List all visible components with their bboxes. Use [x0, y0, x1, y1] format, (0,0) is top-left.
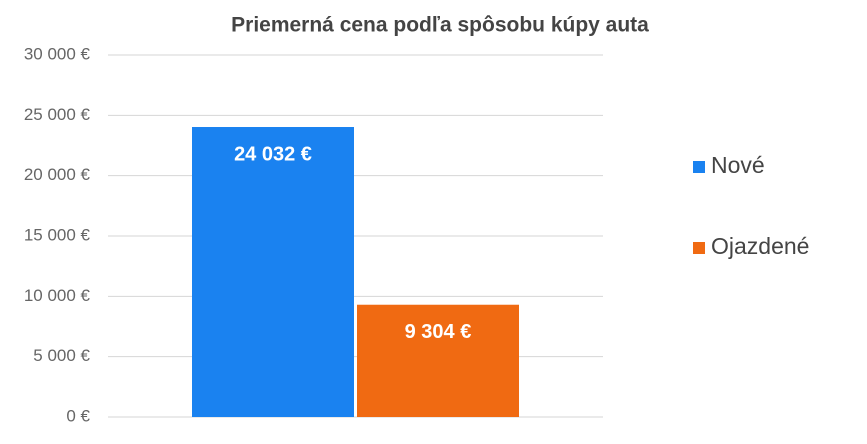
y-tick-label: 20 000 € — [24, 165, 91, 184]
y-tick-label: 10 000 € — [24, 286, 91, 305]
legend-swatch — [693, 161, 705, 173]
value-label: 9 304 € — [405, 321, 472, 343]
legend-label: Ojazdené — [711, 233, 809, 259]
y-tick-label: 0 € — [66, 406, 90, 425]
legend-label: Nové — [711, 152, 765, 178]
legend-swatch — [693, 242, 705, 254]
y-tick-label: 5 000 € — [33, 346, 90, 365]
value-label: 24 032 € — [234, 143, 312, 165]
y-tick-label: 25 000 € — [24, 105, 91, 124]
bar — [192, 127, 354, 418]
bar — [357, 304, 519, 417]
chart-title: Priemerná cena podľa spôsobu kúpy auta — [231, 14, 649, 37]
y-tick-label: 15 000 € — [24, 225, 91, 244]
y-tick-label: 30 000 € — [24, 44, 91, 63]
